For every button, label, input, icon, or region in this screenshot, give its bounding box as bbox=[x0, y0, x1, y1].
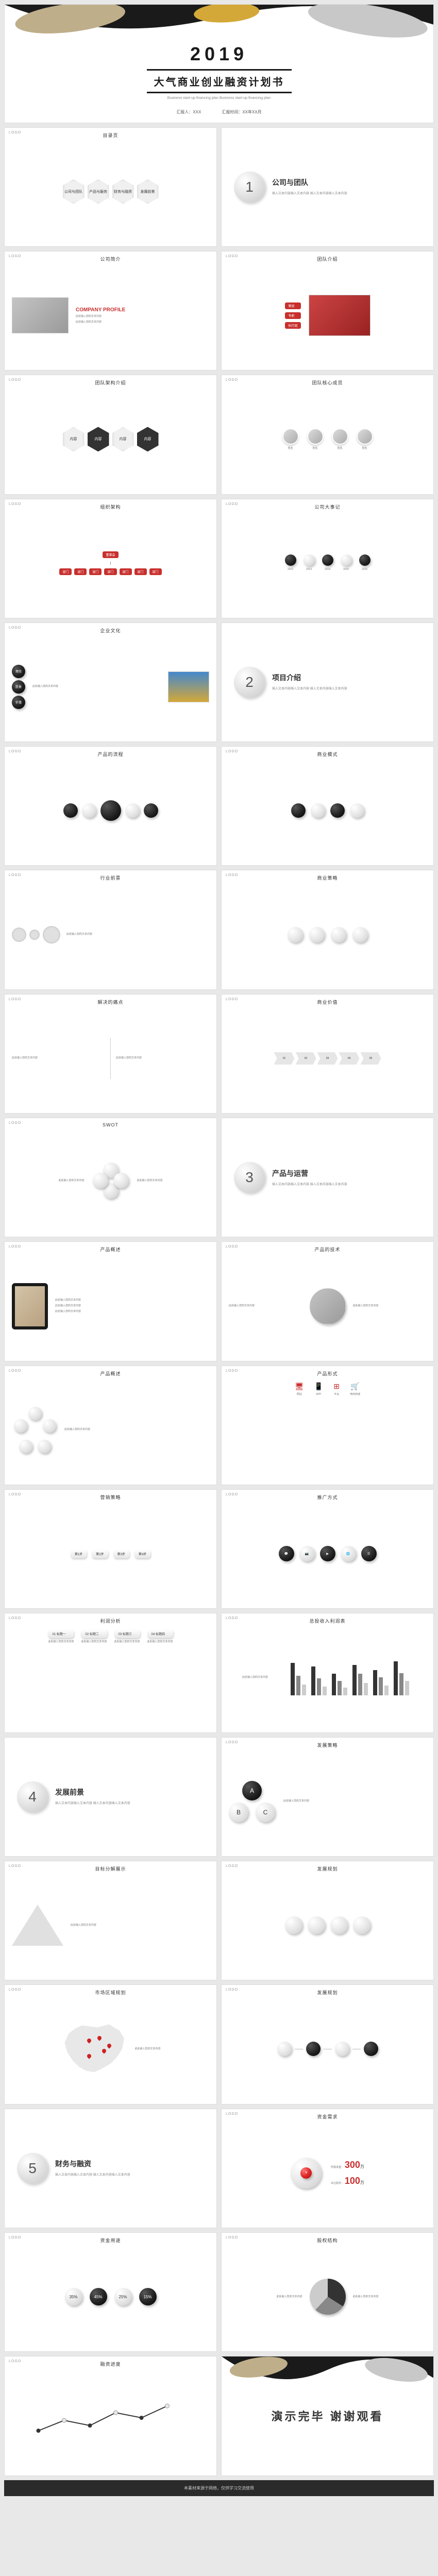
toc-title: 目录页 bbox=[5, 128, 216, 139]
avatar bbox=[357, 428, 373, 445]
marketing-slide: LOGO 营销策略 第1步 第2步 第3步 第4步 bbox=[4, 1489, 217, 1609]
end-title: 演示完毕 谢谢观看 bbox=[271, 2407, 383, 2424]
team-tag: 策划 bbox=[285, 302, 300, 309]
phone-icon: 📱 bbox=[314, 1382, 323, 1391]
china-map bbox=[60, 2023, 127, 2075]
presenter-label: 汇报人：XXX bbox=[176, 109, 201, 115]
section-4-slide: 4 发展前景 插入文本内容插入文本内容 插入文本内容插入文本内容 bbox=[4, 1737, 217, 1857]
section-1-slide: 1 公司与团队 插入文本内容插入文本内容 插入文本内容插入文本内容 bbox=[221, 127, 434, 247]
line-chart bbox=[12, 2400, 209, 2441]
gear-icon bbox=[29, 930, 40, 940]
camera-icon: 📷 bbox=[299, 1546, 315, 1561]
target-slide: LOGO 目标分解展示 此处输入您的文本内容 bbox=[4, 1861, 217, 1980]
barchart-slide: LOGO 总投收入利润表 此处输入您的文本内容 bbox=[221, 1613, 434, 1732]
equity-slide: LOGO 股权结构 此处输入您的文本内容 此处输入您的文本内容 bbox=[221, 2232, 434, 2352]
history-slide: LOGO 公司大事记 2012 2013 2014 2015 2016 bbox=[221, 499, 434, 618]
team-intro-slide: LOGO 团队介绍 策划 专职 执行组 bbox=[221, 251, 434, 371]
team-tag: 执行组 bbox=[285, 322, 300, 329]
avatar bbox=[282, 428, 299, 445]
section-5-slide: 5 财务与融资 插入文本内容插入文本内容 插入文本内容插入文本内容 bbox=[4, 2109, 217, 2228]
org-chart-slide: LOGO 组织架构 董事会 部门 部门 部门 部门 部门 部门 部门 bbox=[4, 499, 217, 618]
toc-item: 财务与融资 bbox=[112, 179, 134, 204]
company-profile-slide: LOGO 公司简介 COMPANY PROFILE 此处输入您的文本内容 此处输… bbox=[4, 251, 217, 371]
cover-subtitle: Business start-up financing plan Busines… bbox=[167, 96, 271, 100]
strategy-slide: LOGO 发展策略 A B C 此处输入您的文本内容 bbox=[221, 1737, 434, 1857]
profit-slide: LOGO 利润分析 01 标题一此处输入您的文本内容 02 标题二此处输入您的文… bbox=[4, 1613, 217, 1732]
bar-chart bbox=[291, 1659, 413, 1695]
milestone-slide: LOGO 融资进度 bbox=[4, 2356, 217, 2476]
toc-slide: LOGO 目录页 公司与团队 产品与服务 财务与融资 发展前景 bbox=[4, 127, 217, 247]
toc-item: 产品与服务 bbox=[88, 179, 109, 204]
footer: 本素材来源于网络，仅供学习交流使用 bbox=[4, 2480, 434, 2496]
section-3-slide: 3 产品与运营 插入文本内容插入文本内容 插入文本内容插入文本内容 bbox=[221, 1118, 434, 1237]
avatar bbox=[307, 428, 324, 445]
swot-slide: LOGO SWOT 此处输入您的文本内容 此处输入您的文本内容 bbox=[4, 1118, 217, 1237]
chat-icon: 💬 bbox=[279, 1546, 294, 1561]
tablet-mockup bbox=[12, 1283, 48, 1329]
biz-value-slide: LOGO 商业价值 01 02 03 04 05 bbox=[221, 994, 434, 1114]
gear-icon bbox=[12, 928, 26, 942]
biz-strategy-slide: LOGO 商业策略 bbox=[221, 870, 434, 989]
industry-slide: LOGO 行业前景 此处输入您的文本内容 bbox=[4, 870, 217, 989]
prod-form-slide: LOGO 产品形式 🖥网站 📱APP ⊞平台 🛒电商商城 bbox=[221, 1366, 434, 1485]
region-slide: LOGO 市场区域规划 此处输入您的文本内容 bbox=[4, 1984, 217, 2104]
prod-overview2-slide: LOGO 产品概述 此处输入您的文本内容 bbox=[4, 1366, 217, 1485]
toc-item: 发展前景 bbox=[137, 179, 159, 204]
end-slide: 演示完毕 谢谢观看 bbox=[221, 2356, 434, 2476]
globe-icon: 🌐 bbox=[341, 1546, 356, 1561]
solution-slide: LOGO 解决的痛点 此处输入您的文本内容 此处输入您的文本内容 bbox=[4, 994, 217, 1114]
grid-icon: ⊞ bbox=[333, 1382, 340, 1391]
cover-title: 大气商业创业融资计划书 bbox=[147, 69, 292, 93]
culture-img bbox=[168, 671, 209, 702]
market-plan-slide: LOGO 发展规划 bbox=[221, 1984, 434, 2104]
team-mgmt-slide: LOGO 团队架构介绍 内容 内容 内容 内容 bbox=[4, 375, 217, 494]
fund-need-slide: LOGO 资金需求 ¥ 所需资金： 300万 出让股份： 100万 bbox=[221, 2109, 434, 2228]
plan-slide: LOGO 发展规划 bbox=[221, 1861, 434, 1980]
map-pin-icon bbox=[87, 2053, 92, 2059]
menu-icon: ☰ bbox=[361, 1546, 377, 1561]
monitor-icon: 🖥 bbox=[295, 1382, 304, 1391]
section-2-slide: 2 项目介绍 插入文本内容插入文本内容 插入文本内容插入文本内容 bbox=[221, 622, 434, 742]
equity-amount: 100 bbox=[345, 2176, 360, 2186]
play-icon: ▶ bbox=[320, 1546, 335, 1561]
avatar bbox=[332, 428, 348, 445]
fund-amount: 300 bbox=[345, 2160, 360, 2170]
cart-icon: 🛒 bbox=[350, 1382, 359, 1391]
prod-overview-slide: LOGO 产品概述 此处输入您的文本内容 此处输入您的文本内容 此处输入您的文本… bbox=[4, 1241, 217, 1361]
map-pin-icon bbox=[96, 2035, 102, 2041]
profile-heading: COMPANY PROFILE bbox=[76, 307, 209, 313]
prod-process-slide: LOGO 产品的流程 bbox=[4, 746, 217, 866]
map-pin-icon bbox=[87, 2038, 92, 2044]
date-label: 汇报时间：XX年XX月 bbox=[222, 109, 261, 115]
pyramid-icon bbox=[12, 1905, 63, 1946]
slide-grid: 2019 大气商业创业融资计划书 Business start-up finan… bbox=[4, 4, 434, 2476]
map-pin-icon bbox=[101, 2048, 107, 2054]
toc-item: 公司与团队 bbox=[63, 179, 85, 204]
promo-slide: LOGO 推广方式 💬 📷 ▶ 🌐 ☰ bbox=[221, 1489, 434, 1609]
fund-use-slide: LOGO 资金用途 35% 45% 25% 15% bbox=[4, 2232, 217, 2352]
team-tag: 专职 bbox=[285, 312, 300, 319]
team-image bbox=[309, 295, 370, 336]
map-pin-icon bbox=[107, 2043, 112, 2049]
team-core-slide: LOGO 团队核心成员 姓名 姓名 姓名 姓名 bbox=[221, 375, 434, 494]
company-image bbox=[12, 297, 69, 333]
biz-model-slide: LOGO 商业模式 bbox=[221, 746, 434, 866]
gear-icon bbox=[43, 926, 60, 944]
cover-slide: 2019 大气商业创业融资计划书 Business start-up finan… bbox=[4, 4, 434, 123]
cover-year: 2019 bbox=[190, 43, 248, 65]
logo-text: LOGO bbox=[9, 131, 21, 134]
section-desc: 插入文本内容插入文本内容 插入文本内容插入文本内容 bbox=[272, 192, 347, 196]
section-number: 1 bbox=[234, 172, 265, 203]
prod-tech-slide: LOGO 产品的技术 此处输入您的文本内容 此处输入您的文本内容 bbox=[221, 1241, 434, 1361]
section-title: 公司与团队 bbox=[272, 177, 347, 188]
cover-meta: 汇报人：XXX 汇报时间：XX年XX月 bbox=[176, 109, 261, 115]
pie-chart bbox=[310, 2279, 346, 2315]
culture-slide: LOGO 企业文化 理念 愿景 价值 此处输入您的文本内容 bbox=[4, 622, 217, 742]
